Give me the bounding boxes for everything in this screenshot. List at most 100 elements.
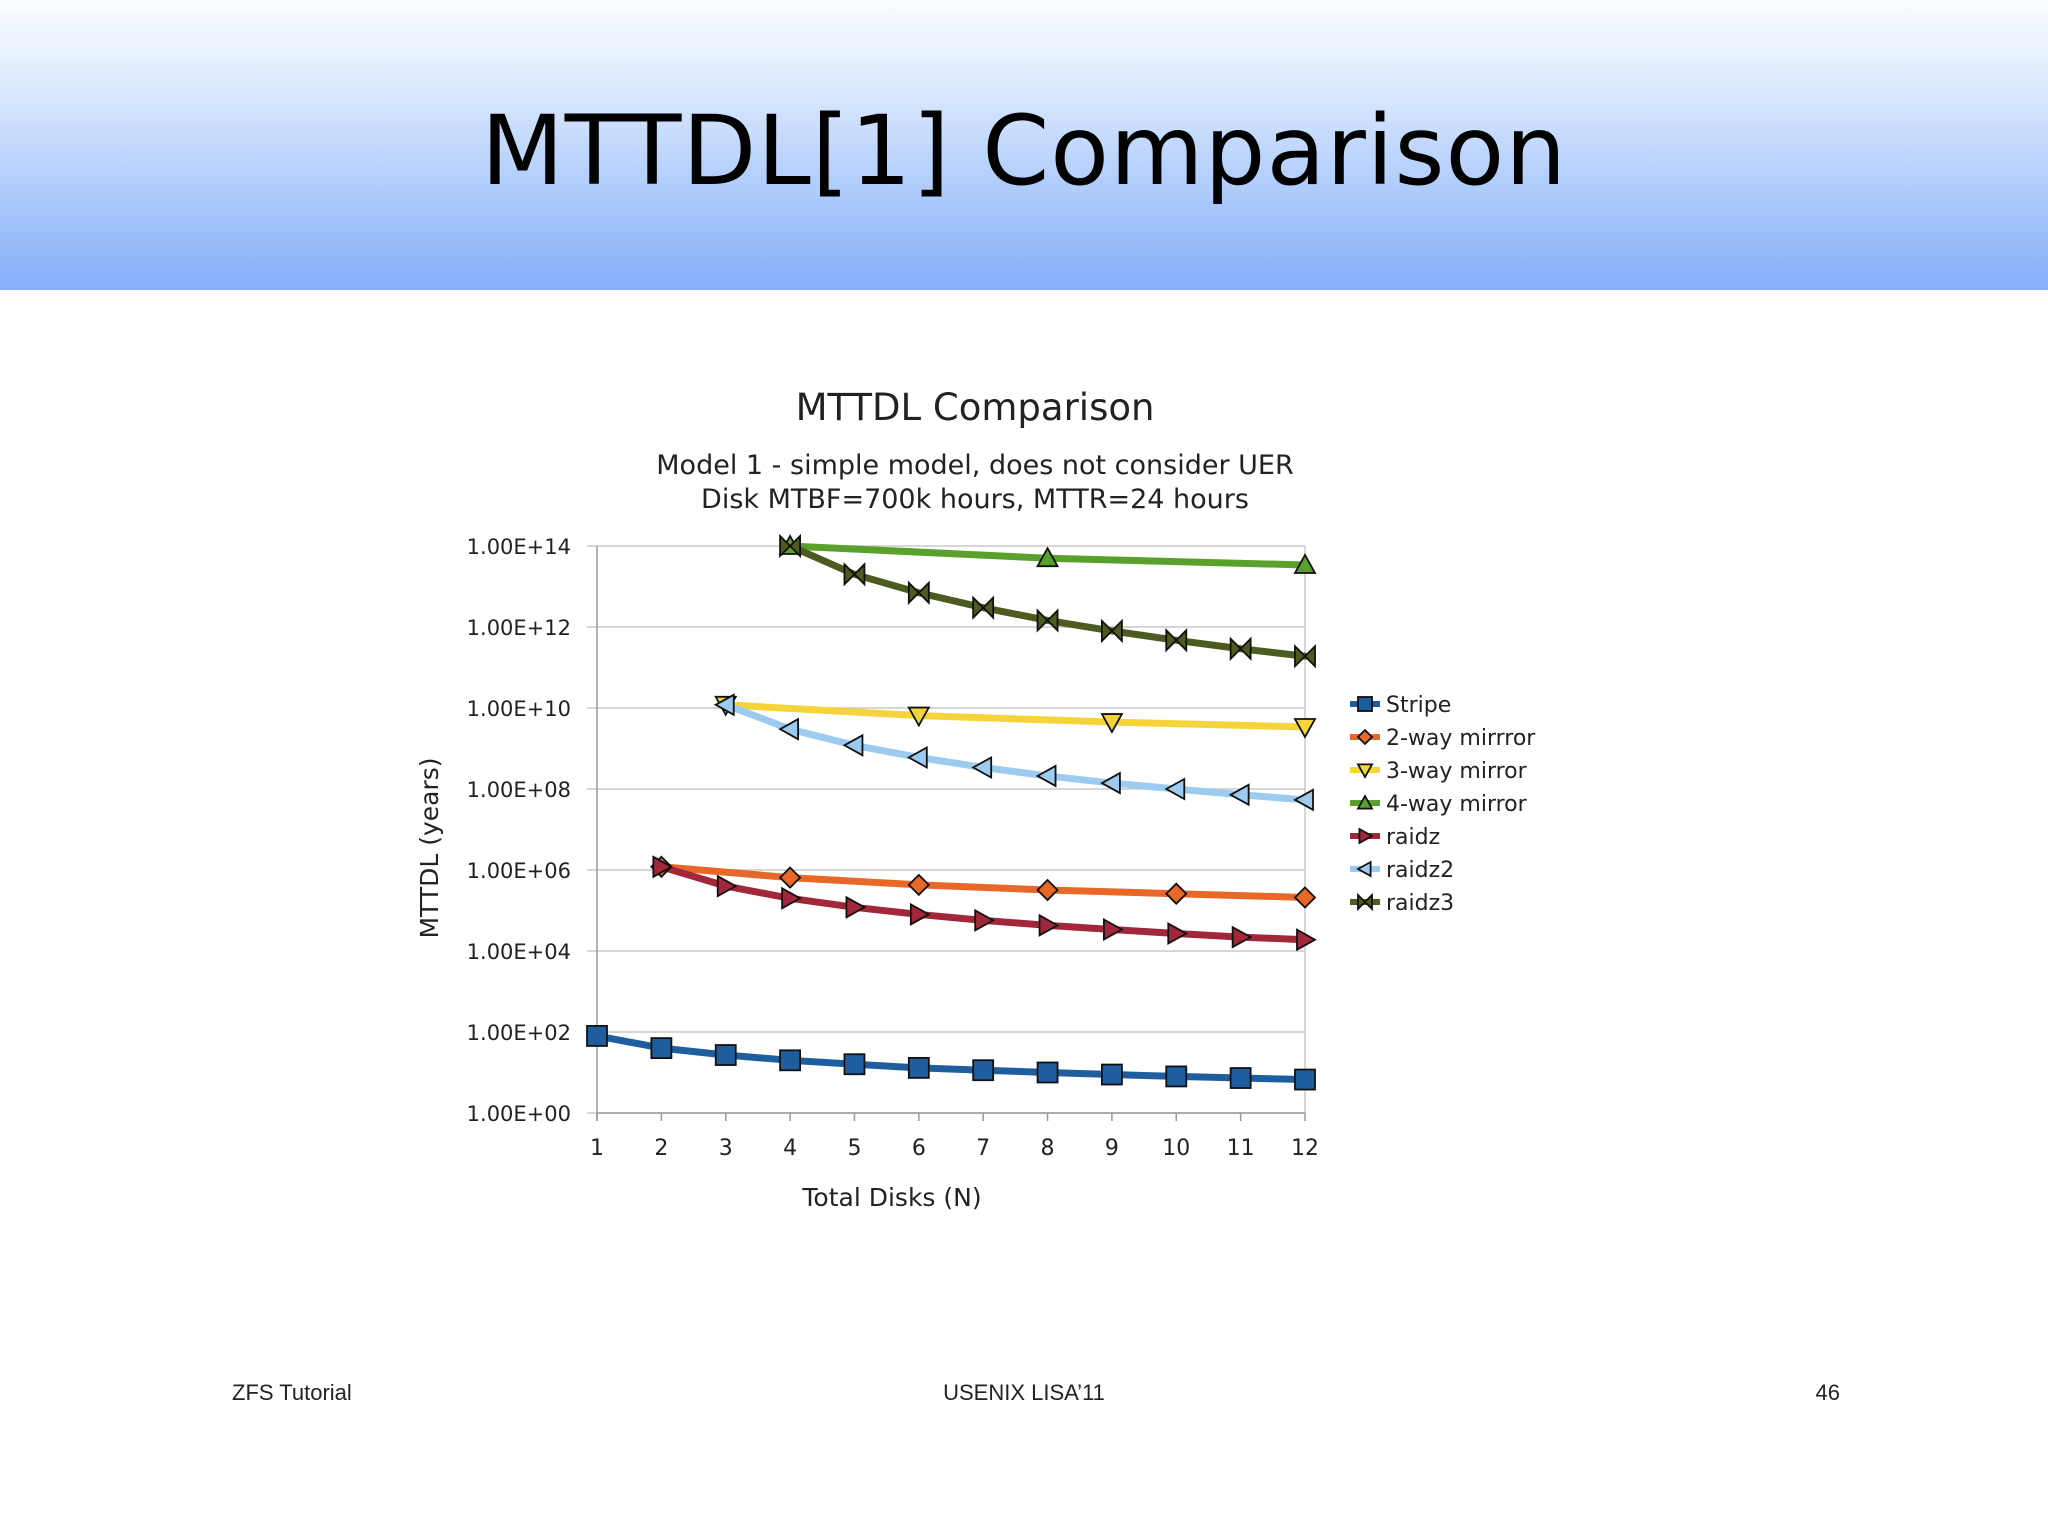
x-tick-label: 10 <box>1162 1136 1190 1161</box>
data-point-raidz <box>781 886 802 910</box>
data-point-raidz <box>1103 917 1124 942</box>
series-line-2-way-mirrror <box>657 863 1309 901</box>
data-point-raidz2 <box>778 717 799 741</box>
legend-marker-2-way-mirrror <box>1356 728 1374 746</box>
mttdl-chart: MTTDL Comparison Model 1 - simple model,… <box>415 386 1536 1212</box>
data-point-raidz <box>845 895 867 919</box>
legend-marker-4-way-mirror <box>1356 794 1374 810</box>
data-point-raidz3 <box>907 580 921 605</box>
data-point-raidz <box>974 908 996 932</box>
data-point-raidz <box>652 855 674 879</box>
slide-header: MTTDL[1] Comparison <box>0 0 2048 290</box>
data-point-2-way-mirrror <box>907 873 931 897</box>
data-point-raidz <box>1038 913 1060 937</box>
data-point-stripe <box>1036 1061 1059 1084</box>
data-point-raidz3 <box>972 595 985 620</box>
data-point-stripe <box>1101 1063 1123 1086</box>
legend-label-2-way-mirrror: 2-way mirrror <box>1386 726 1536 751</box>
data-point-raidz2 <box>1100 771 1121 795</box>
y-tick-label: 1.00E+08 <box>467 778 571 802</box>
data-point-raidz2 <box>1035 764 1057 788</box>
data-point-raidz2 <box>971 755 993 780</box>
x-tick-label: 12 <box>1291 1136 1319 1161</box>
footer-center-label: USENIX LISA’11 <box>943 1380 1105 1405</box>
data-point-stripe <box>907 1056 930 1079</box>
series-lines <box>593 542 1309 1084</box>
data-point-3-way-mirror <box>907 706 931 728</box>
data-point-raidz3 <box>1036 608 1049 633</box>
data-point-raidz2 <box>1164 777 1186 801</box>
data-point-2-way-mirrror <box>778 866 802 889</box>
data-point-stripe <box>586 1025 608 1047</box>
data-point-raidz <box>1167 922 1189 946</box>
x-tick-label: 3 <box>719 1136 733 1161</box>
chart-subtitle-line-2: Disk MTBF=700k hours, MTTR=24 hours <box>701 484 1249 515</box>
data-point-raidz3 <box>1046 608 1059 633</box>
legend-marker-stripe <box>1357 696 1373 712</box>
y-tick-label: 1.00E+10 <box>467 697 571 721</box>
data-point-stripe <box>650 1037 673 1060</box>
data-point-raidz3 <box>1110 618 1123 644</box>
legend-marker-raidz3 <box>1357 892 1367 912</box>
x-tick-label: 6 <box>912 1136 926 1161</box>
y-tick-label: 1.00E+04 <box>467 940 571 964</box>
x-tick-label: 2 <box>654 1136 668 1161</box>
footer-left-label: ZFS Tutorial <box>232 1380 352 1405</box>
x-axis-label: Total Disks (N) <box>801 1183 981 1212</box>
data-point-stripe <box>1294 1068 1316 1091</box>
data-point-4-way-mirror <box>1293 553 1317 574</box>
legend-label-4-way-mirror: 4-way mirror <box>1386 792 1528 817</box>
data-point-raidz3 <box>1101 618 1114 644</box>
x-tick-label: 4 <box>783 1136 797 1161</box>
data-point-stripe <box>972 1059 995 1082</box>
legend-marker-raidz2 <box>1356 860 1372 878</box>
y-tick-label: 1.00E+14 <box>467 535 571 559</box>
x-tick-label: 11 <box>1227 1136 1255 1161</box>
data-point-2-way-mirrror <box>1293 886 1317 909</box>
gridlines <box>587 545 1305 1114</box>
legend-label-stripe: Stripe <box>1386 693 1451 718</box>
data-point-raidz3 <box>1239 636 1252 661</box>
x-tick-label: 5 <box>847 1136 861 1161</box>
legend-label-raidz3: raidz3 <box>1386 891 1454 916</box>
x-tick-label: 1 <box>590 1136 604 1161</box>
data-point-raidz3 <box>981 595 995 620</box>
legend-marker-3-way-mirror <box>1356 763 1374 779</box>
data-point-raidz3 <box>853 562 866 587</box>
y-tick-label: 1.00E+02 <box>467 1021 571 1045</box>
data-point-raidz2 <box>1293 788 1314 812</box>
page-number: 46 <box>1815 1380 1840 1405</box>
data-point-stripe <box>714 1044 737 1066</box>
data-point-raidz3 <box>843 562 856 587</box>
data-point-raidz <box>1296 928 1317 952</box>
y-tick-label: 1.00E+06 <box>467 859 571 883</box>
x-tick-label: 8 <box>1041 1136 1055 1161</box>
data-point-raidz2 <box>1228 783 1250 807</box>
data-point-raidz <box>909 902 931 926</box>
axes: 1.00E+00 1.00E+02 1.00E+04 1.00E+06 1.00E+08… <box>467 535 1319 1161</box>
series-markers <box>586 533 1317 1091</box>
data-point-4-way-mirror <box>1036 546 1060 568</box>
data-point-raidz2 <box>842 733 864 757</box>
chart-container: MTTDL Comparison Model 1 - simple model,… <box>400 370 1560 1250</box>
legend-marker-raidz <box>1358 827 1374 845</box>
data-point-stripe <box>1165 1065 1188 1088</box>
data-point-raidz3 <box>788 533 801 559</box>
data-point-raidz3 <box>779 533 792 559</box>
data-point-raidz2 <box>906 745 928 770</box>
data-point-raidz3 <box>1294 644 1307 669</box>
legend: Stripe 2-way mirrror 3-way mirror 4-way mir… <box>1350 693 1536 916</box>
chart-subtitle-line-1: Model 1 - simple model, does not conside… <box>656 450 1293 481</box>
slide-title: MTTDL[1] Comparison <box>480 95 1568 207</box>
legend-label-raidz: raidz <box>1386 825 1440 850</box>
x-tick-label: 9 <box>1105 1136 1119 1161</box>
series-line-3-way-mirror <box>722 701 1309 731</box>
legend-label-3-way-mirror: 3-way mirror <box>1386 759 1528 784</box>
x-tick-label: 7 <box>976 1136 990 1161</box>
data-point-2-way-mirrror <box>1164 882 1188 905</box>
legend-label-raidz2: raidz2 <box>1386 858 1454 883</box>
data-point-raidz3 <box>1174 628 1188 653</box>
data-point-raidz <box>716 874 738 898</box>
data-point-raidz3 <box>1165 628 1178 653</box>
